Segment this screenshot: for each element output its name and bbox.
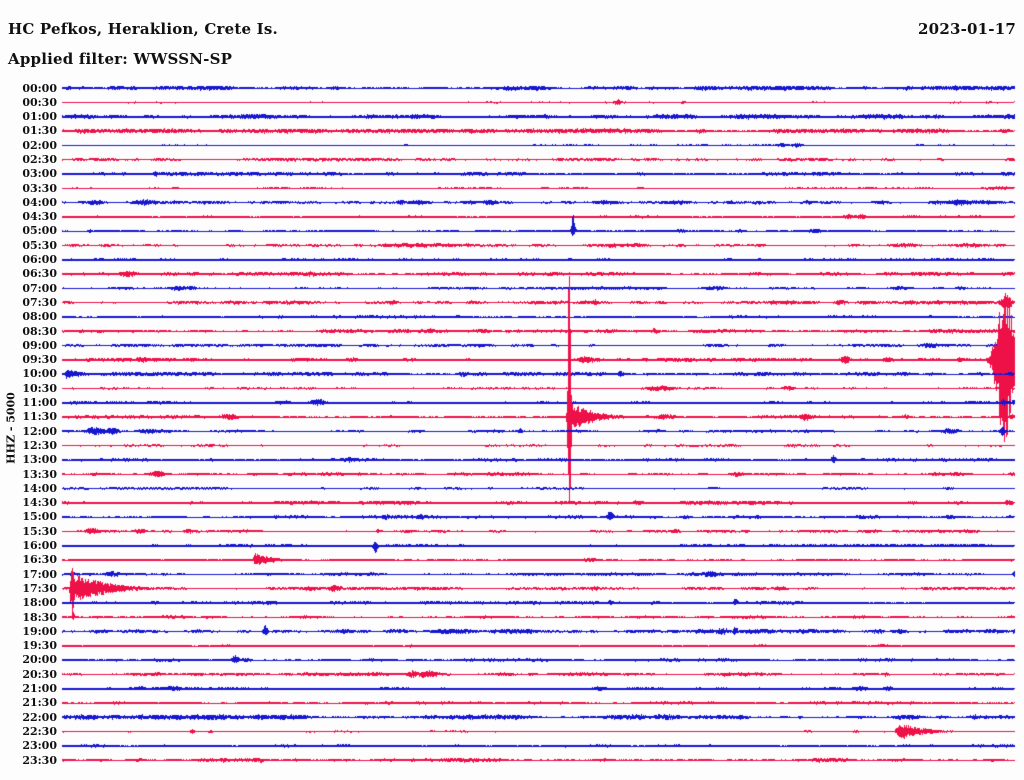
time-label: 03:00 xyxy=(22,167,57,180)
time-label: 07:30 xyxy=(22,296,57,309)
time-label: 08:00 xyxy=(22,310,57,323)
time-label: 23:00 xyxy=(22,739,57,752)
time-label: 00:00 xyxy=(22,82,57,95)
time-label: 14:30 xyxy=(22,496,57,509)
time-label: 23:30 xyxy=(22,754,57,767)
time-label: 11:00 xyxy=(22,396,57,409)
time-label: 06:00 xyxy=(22,253,57,266)
date-label: 2023-01-17 xyxy=(918,20,1016,38)
time-label: 06:30 xyxy=(22,267,57,280)
time-label: 18:30 xyxy=(22,611,57,624)
time-label: 16:30 xyxy=(22,553,57,566)
time-label: 07:00 xyxy=(22,282,57,295)
filter-label: Applied filter: WWSSN-SP xyxy=(8,50,233,68)
time-label: 20:30 xyxy=(22,668,57,681)
time-label: 18:00 xyxy=(22,596,57,609)
time-label: 05:30 xyxy=(22,239,57,252)
time-label: 19:30 xyxy=(22,639,57,652)
time-label: 12:30 xyxy=(22,439,57,452)
time-label: 22:30 xyxy=(22,725,57,738)
time-label: 09:00 xyxy=(22,339,57,352)
time-label: 00:30 xyxy=(22,96,57,109)
time-label: 21:00 xyxy=(22,682,57,695)
time-label: 01:00 xyxy=(22,110,57,123)
time-label: 13:30 xyxy=(22,468,57,481)
time-label: 22:00 xyxy=(22,711,57,724)
time-label: 14:00 xyxy=(22,482,57,495)
time-label: 13:00 xyxy=(22,453,57,466)
time-label: 04:30 xyxy=(22,210,57,223)
time-label: 09:30 xyxy=(22,353,57,366)
time-label: 03:30 xyxy=(22,182,57,195)
time-label: 16:00 xyxy=(22,539,57,552)
station-title: HC Pefkos, Heraklion, Crete Is. xyxy=(8,20,278,38)
time-label: 10:00 xyxy=(22,367,57,380)
time-label: 02:30 xyxy=(22,153,57,166)
time-label: 05:00 xyxy=(22,224,57,237)
time-label: 02:00 xyxy=(22,139,57,152)
time-label: 04:00 xyxy=(22,196,57,209)
time-label: 08:30 xyxy=(22,325,57,338)
time-label: 11:30 xyxy=(22,410,57,423)
time-label: 12:00 xyxy=(22,425,57,438)
time-label: 21:30 xyxy=(22,696,57,709)
time-label: 17:00 xyxy=(22,568,57,581)
time-label: 01:30 xyxy=(22,124,57,137)
time-label: 20:00 xyxy=(22,653,57,666)
time-label: 19:00 xyxy=(22,625,57,638)
time-label: 15:00 xyxy=(22,510,57,523)
time-label: 10:30 xyxy=(22,382,57,395)
time-label: 15:30 xyxy=(22,525,57,538)
time-label: 17:30 xyxy=(22,582,57,595)
